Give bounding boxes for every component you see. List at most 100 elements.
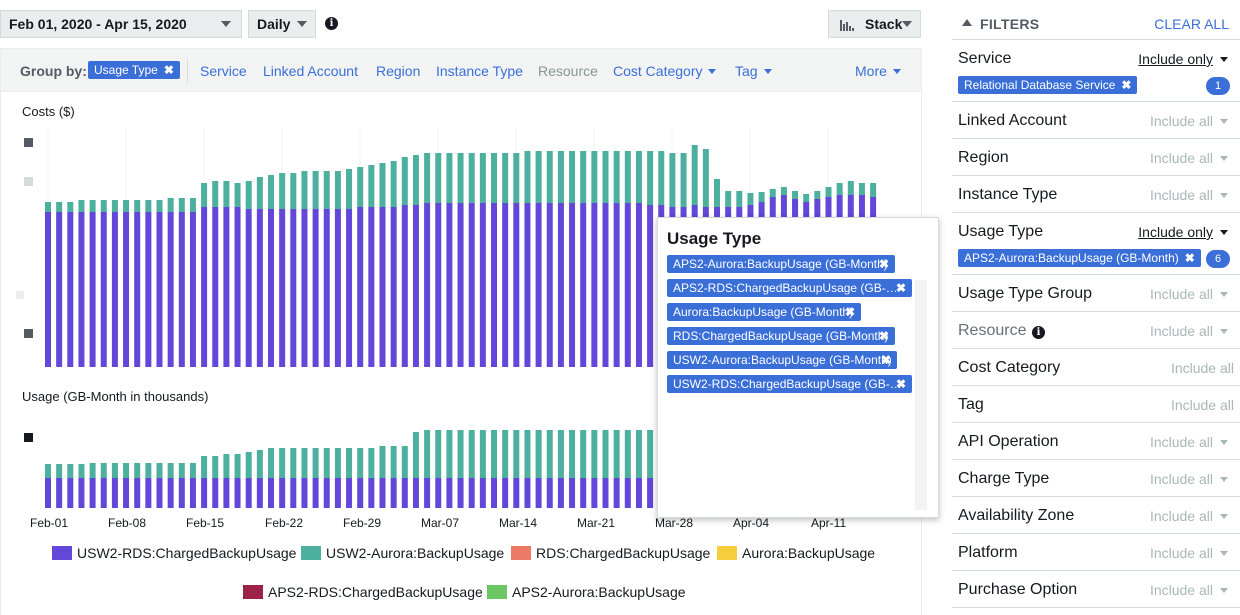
- usage-type-chip[interactable]: APS2-RDS:ChargedBackupUsage (GB-… ✖: [667, 279, 912, 297]
- remove-icon[interactable]: ✖: [844, 305, 855, 319]
- bar-segment-usw2-rds[interactable]: [256, 478, 263, 508]
- bar-segment-usw2-rds[interactable]: [546, 203, 553, 367]
- bar-segment-usw2-aurora[interactable]: [858, 183, 865, 195]
- bar-segment-usw2-aurora[interactable]: [847, 181, 854, 195]
- bar-segment-usw2-aurora[interactable]: [212, 456, 219, 478]
- legend-item[interactable]: RDS:ChargedBackupUsage: [511, 545, 710, 561]
- bar-segment-usw2-rds[interactable]: [245, 478, 252, 508]
- bar-segment-usw2-aurora[interactable]: [468, 430, 475, 478]
- bar-segment-usw2-rds[interactable]: [401, 205, 408, 367]
- bar-segment-usw2-aurora[interactable]: [78, 464, 85, 478]
- bar-segment-usw2-rds[interactable]: [111, 478, 118, 508]
- bar-segment-usw2-rds[interactable]: [457, 203, 464, 367]
- bar-segment-usw2-rds[interactable]: [624, 478, 631, 508]
- bar-segment-usw2-rds[interactable]: [45, 212, 51, 367]
- bar-segment-usw2-rds[interactable]: [301, 478, 308, 508]
- legend-item[interactable]: APS2-Aurora:BackupUsage: [487, 584, 686, 600]
- bar-segment-usw2-rds[interactable]: [513, 203, 520, 367]
- bar-segment-usw2-rds[interactable]: [123, 212, 130, 367]
- bar-segment-usw2-rds[interactable]: [56, 212, 63, 367]
- bar-segment-usw2-aurora[interactable]: [234, 454, 241, 478]
- bar-segment-usw2-rds[interactable]: [624, 203, 631, 367]
- bar-segment-usw2-aurora[interactable]: [156, 463, 163, 478]
- info-icon[interactable]: i: [1032, 326, 1045, 339]
- filter-mode-select[interactable]: Include all: [1171, 360, 1234, 376]
- filter-mode-select[interactable]: Include all: [1150, 286, 1228, 302]
- bar-segment-usw2-rds[interactable]: [67, 478, 74, 508]
- bar-segment-usw2-rds[interactable]: [580, 203, 587, 367]
- filter-mode-select[interactable]: Include all: [1150, 434, 1228, 450]
- bar-segment-usw2-aurora[interactable]: [758, 192, 765, 202]
- bar-segment-usw2-rds[interactable]: [412, 205, 419, 367]
- bar-segment-usw2-rds[interactable]: [502, 203, 509, 367]
- remove-icon[interactable]: ✖: [895, 281, 906, 295]
- bar-segment-usw2-rds[interactable]: [178, 212, 185, 367]
- remove-icon[interactable]: ✖: [880, 353, 891, 367]
- bar-segment-usw2-rds[interactable]: [201, 207, 208, 367]
- bar-segment-usw2-rds[interactable]: [212, 207, 219, 367]
- group-by-region[interactable]: Region: [376, 63, 421, 79]
- bar-segment-usw2-rds[interactable]: [446, 478, 453, 508]
- bar-segment-usw2-aurora[interactable]: [569, 151, 576, 203]
- bar-segment-usw2-rds[interactable]: [134, 212, 141, 367]
- bar-segment-usw2-aurora[interactable]: [803, 194, 810, 202]
- bar-segment-usw2-aurora[interactable]: [67, 202, 74, 212]
- bar-segment-usw2-rds[interactable]: [535, 203, 542, 367]
- bar-segment-usw2-aurora[interactable]: [635, 430, 642, 478]
- bar-segment-usw2-aurora[interactable]: [613, 151, 620, 203]
- bar-segment-usw2-aurora[interactable]: [401, 157, 408, 205]
- bar-segment-usw2-aurora[interactable]: [334, 448, 341, 478]
- bar-segment-usw2-aurora[interactable]: [301, 171, 308, 209]
- bar-segment-usw2-aurora[interactable]: [502, 430, 509, 478]
- bar-segment-usw2-rds[interactable]: [78, 212, 85, 367]
- filter-mode-select[interactable]: Include all: [1150, 545, 1228, 561]
- bar-segment-usw2-rds[interactable]: [145, 478, 152, 508]
- bar-segment-usw2-aurora[interactable]: [825, 187, 832, 197]
- bar-segment-usw2-rds[interactable]: [145, 212, 152, 367]
- bar-segment-usw2-rds[interactable]: [401, 478, 408, 508]
- usage-type-chip[interactable]: RDS:ChargedBackupUsage (GB-Month) ✖: [667, 327, 895, 345]
- bar-segment-usw2-aurora[interactable]: [279, 448, 286, 478]
- filter-mode-select[interactable]: Include all: [1150, 508, 1228, 524]
- remove-icon[interactable]: ✖: [1121, 78, 1132, 92]
- remove-icon[interactable]: ✖: [878, 257, 889, 271]
- bar-segment-usw2-aurora[interactable]: [256, 450, 263, 478]
- bar-segment-usw2-aurora[interactable]: [580, 151, 587, 203]
- bar-segment-usw2-aurora[interactable]: [602, 151, 609, 203]
- bar-segment-usw2-aurora[interactable]: [56, 464, 63, 478]
- filter-row[interactable]: Availability Zone Include all: [952, 497, 1240, 534]
- bar-segment-usw2-aurora[interactable]: [435, 153, 442, 203]
- bar-segment-usw2-aurora[interactable]: [123, 463, 130, 478]
- filter-mode-select[interactable]: Include all: [1150, 582, 1228, 598]
- bar-segment-usw2-aurora[interactable]: [792, 191, 799, 199]
- bar-segment-usw2-aurora[interactable]: [290, 448, 297, 478]
- bar-segment-usw2-rds[interactable]: [424, 478, 431, 508]
- bar-segment-usw2-aurora[interactable]: [279, 173, 286, 209]
- bar-segment-usw2-rds[interactable]: [290, 478, 297, 508]
- bar-segment-usw2-aurora[interactable]: [513, 153, 520, 203]
- bar-segment-usw2-aurora[interactable]: [100, 463, 107, 478]
- bar-segment-usw2-rds[interactable]: [557, 203, 564, 367]
- bar-segment-usw2-aurora[interactable]: [189, 463, 196, 478]
- bar-segment-usw2-rds[interactable]: [45, 478, 51, 508]
- bar-segment-usw2-aurora[interactable]: [268, 175, 274, 209]
- bar-segment-usw2-aurora[interactable]: [468, 153, 475, 203]
- bar-segment-usw2-rds[interactable]: [379, 207, 386, 367]
- bar-segment-usw2-aurora[interactable]: [89, 463, 96, 478]
- bar-segment-usw2-rds[interactable]: [569, 203, 576, 367]
- filter-row[interactable]: Resource i Include all: [952, 312, 1240, 349]
- bar-segment-usw2-rds[interactable]: [111, 212, 118, 367]
- filter-row[interactable]: Service Include only Relational Database S…: [952, 40, 1240, 102]
- bar-segment-usw2-rds[interactable]: [334, 209, 341, 367]
- bar-segment-usw2-rds[interactable]: [412, 478, 419, 508]
- bar-segment-usw2-aurora[interactable]: [312, 171, 319, 209]
- group-by-service[interactable]: Service: [200, 63, 247, 79]
- filters-header[interactable]: FILTERS CLEAR ALL: [952, 0, 1240, 40]
- bar-segment-usw2-rds[interactable]: [223, 478, 230, 508]
- bar-segment-usw2-aurora[interactable]: [368, 448, 375, 478]
- bar-segment-usw2-rds[interactable]: [201, 478, 208, 508]
- filter-row[interactable]: Charge Type Include all: [952, 460, 1240, 497]
- bar-segment-usw2-aurora[interactable]: [290, 173, 297, 209]
- bar-segment-usw2-aurora[interactable]: [580, 430, 587, 478]
- bar-segment-usw2-aurora[interactable]: [680, 153, 687, 207]
